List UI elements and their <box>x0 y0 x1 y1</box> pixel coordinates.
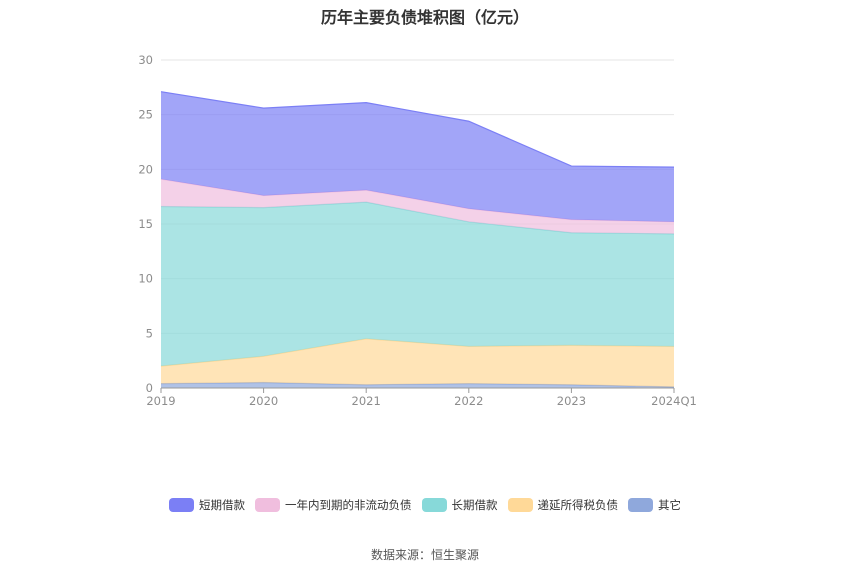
legend-item[interactable]: 其它 <box>628 497 681 513</box>
stacked-area-chart: 0 5 10 15 20 25 30 2019 2020 2021 2022 2023 2024Q1 <box>138 53 696 408</box>
legend-label: 一年内到期的非流动负债 <box>285 498 412 512</box>
chart-title: 历年主要负债堆积图（亿元） <box>320 8 529 27</box>
x-tick-label: 2019 <box>146 394 175 408</box>
y-tick-label: 5 <box>146 326 153 340</box>
y-tick-label: 0 <box>146 381 153 395</box>
y-tick-label: 25 <box>138 108 153 122</box>
y-tick-label: 30 <box>138 53 153 67</box>
legend-swatch <box>507 498 533 512</box>
area-series-递延所得税负债[interactable] <box>161 338 674 387</box>
x-tick-label: 2021 <box>352 394 381 408</box>
area-series-其它[interactable] <box>161 382 674 388</box>
y-tick-label: 20 <box>138 162 153 176</box>
legend-label: 长期借款 <box>451 498 498 512</box>
legend-swatch <box>169 498 194 512</box>
chart-legend: 短期借款 一年内到期的非流动负债 长期借款 递延所得税负债 其它 <box>0 497 850 513</box>
legend-label: 其它 <box>658 498 681 512</box>
area-series <box>160 91 675 388</box>
legend-label: 短期借款 <box>199 498 245 512</box>
data-source-text: 数据来源：恒生聚源 <box>370 548 479 562</box>
legend-item[interactable]: 长期借款 <box>421 497 498 513</box>
y-tick-label: 15 <box>138 217 153 231</box>
area-edge-短期借款 <box>160 91 675 168</box>
x-tick-label: 2020 <box>249 394 278 408</box>
x-tick-label: 2024Q1 <box>651 394 697 408</box>
area-series-短期借款[interactable] <box>161 91 674 222</box>
area-series-一年内到期的非流动负债[interactable] <box>161 179 674 234</box>
legend-item[interactable]: 递延所得税负债 <box>507 497 619 513</box>
legend-swatch <box>255 498 280 512</box>
legend-swatch <box>628 498 653 512</box>
legend-item[interactable]: 短期借款 <box>169 497 245 513</box>
legend-swatch <box>421 498 447 512</box>
y-tick-label: 10 <box>138 272 153 286</box>
axes: 0 5 10 15 20 25 30 2019 2020 2021 2022 2023 2024Q1 <box>138 53 696 408</box>
legend-item[interactable]: 一年内到期的非流动负债 <box>255 497 412 513</box>
x-tick-label: 2022 <box>454 394 483 408</box>
area-series-长期借款[interactable] <box>161 202 674 367</box>
x-tick-label: 2023 <box>557 394 586 408</box>
legend-label: 递延所得税负债 <box>537 498 619 512</box>
